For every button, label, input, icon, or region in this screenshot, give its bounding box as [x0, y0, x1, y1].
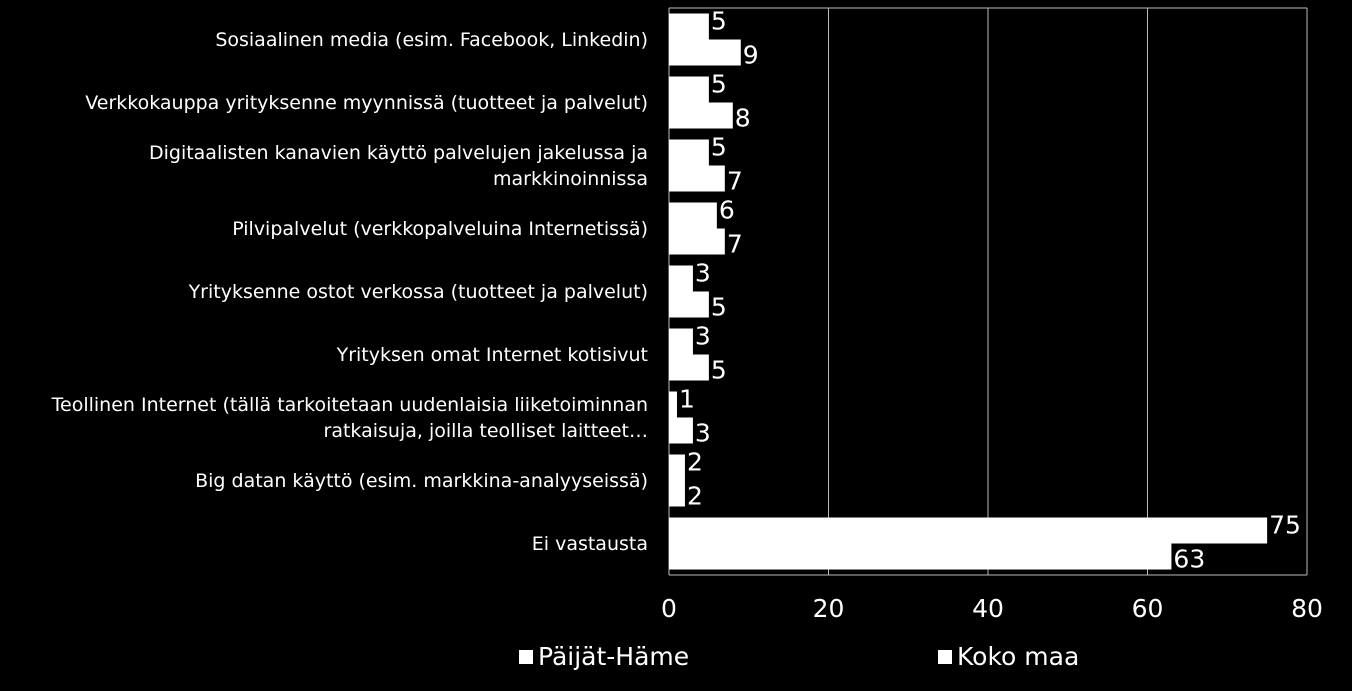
bar [669, 517, 1268, 544]
legend-swatch [938, 650, 952, 664]
data-label: 6 [719, 196, 735, 225]
category-label: Ei vastausta [531, 532, 648, 555]
bar [669, 354, 709, 381]
x-tick-label: 0 [661, 594, 677, 623]
bar [669, 39, 741, 66]
x-tick-label: 20 [813, 594, 845, 623]
x-tick-label: 40 [972, 594, 1004, 623]
bar [669, 76, 709, 103]
bar [669, 328, 693, 355]
category-label: Digitaalisten kanavien käyttö palvelujen… [148, 141, 648, 190]
legend-label: Koko maa [957, 642, 1079, 671]
data-label: 9 [743, 41, 759, 70]
data-label: 63 [1173, 545, 1205, 574]
data-label: 8 [735, 104, 751, 133]
bar [669, 543, 1172, 570]
bar [669, 265, 693, 292]
data-label: 75 [1269, 511, 1301, 540]
bar [669, 454, 685, 481]
data-label: 2 [687, 482, 703, 511]
bar [669, 228, 725, 255]
data-label: 5 [711, 293, 727, 322]
bar [669, 102, 733, 129]
bar [669, 202, 717, 229]
category-label: Teollinen Internet (tällä tarkoitetaan u… [51, 393, 648, 442]
data-label: 3 [695, 419, 711, 448]
data-label: 3 [695, 322, 711, 351]
x-tick-label: 60 [1132, 594, 1164, 623]
category-label: Yrityksenne ostot verkossa (tuotteet ja … [188, 280, 648, 303]
x-tick-label: 80 [1291, 594, 1323, 623]
data-label: 1 [679, 385, 695, 414]
data-label: 5 [711, 70, 727, 99]
category-label: Sosiaalinen media (esim. Facebook, Linke… [215, 28, 648, 51]
category-label: Verkkokauppa yrityksenne myynnissä (tuot… [85, 91, 648, 114]
data-label: 7 [727, 167, 743, 196]
bar [669, 391, 677, 418]
category-label: Pilvipalvelut (verkkopalveluina Internet… [232, 217, 648, 240]
data-label: 5 [711, 7, 727, 36]
bar [669, 291, 709, 318]
bar [669, 417, 693, 444]
data-label: 2 [687, 448, 703, 477]
category-label: Yrityksen omat Internet kotisivut [336, 343, 648, 366]
legend-swatch [519, 650, 533, 664]
category-label: Big datan käyttö (esim. markkina-analyys… [195, 469, 648, 492]
bar [669, 480, 685, 507]
data-label: 5 [711, 133, 727, 162]
bar [669, 165, 725, 192]
data-label: 7 [727, 230, 743, 259]
legend-label: Päijät-Häme [538, 642, 689, 671]
data-label: 3 [695, 259, 711, 288]
bar [669, 139, 709, 166]
bar [669, 13, 709, 40]
data-label: 5 [711, 356, 727, 385]
